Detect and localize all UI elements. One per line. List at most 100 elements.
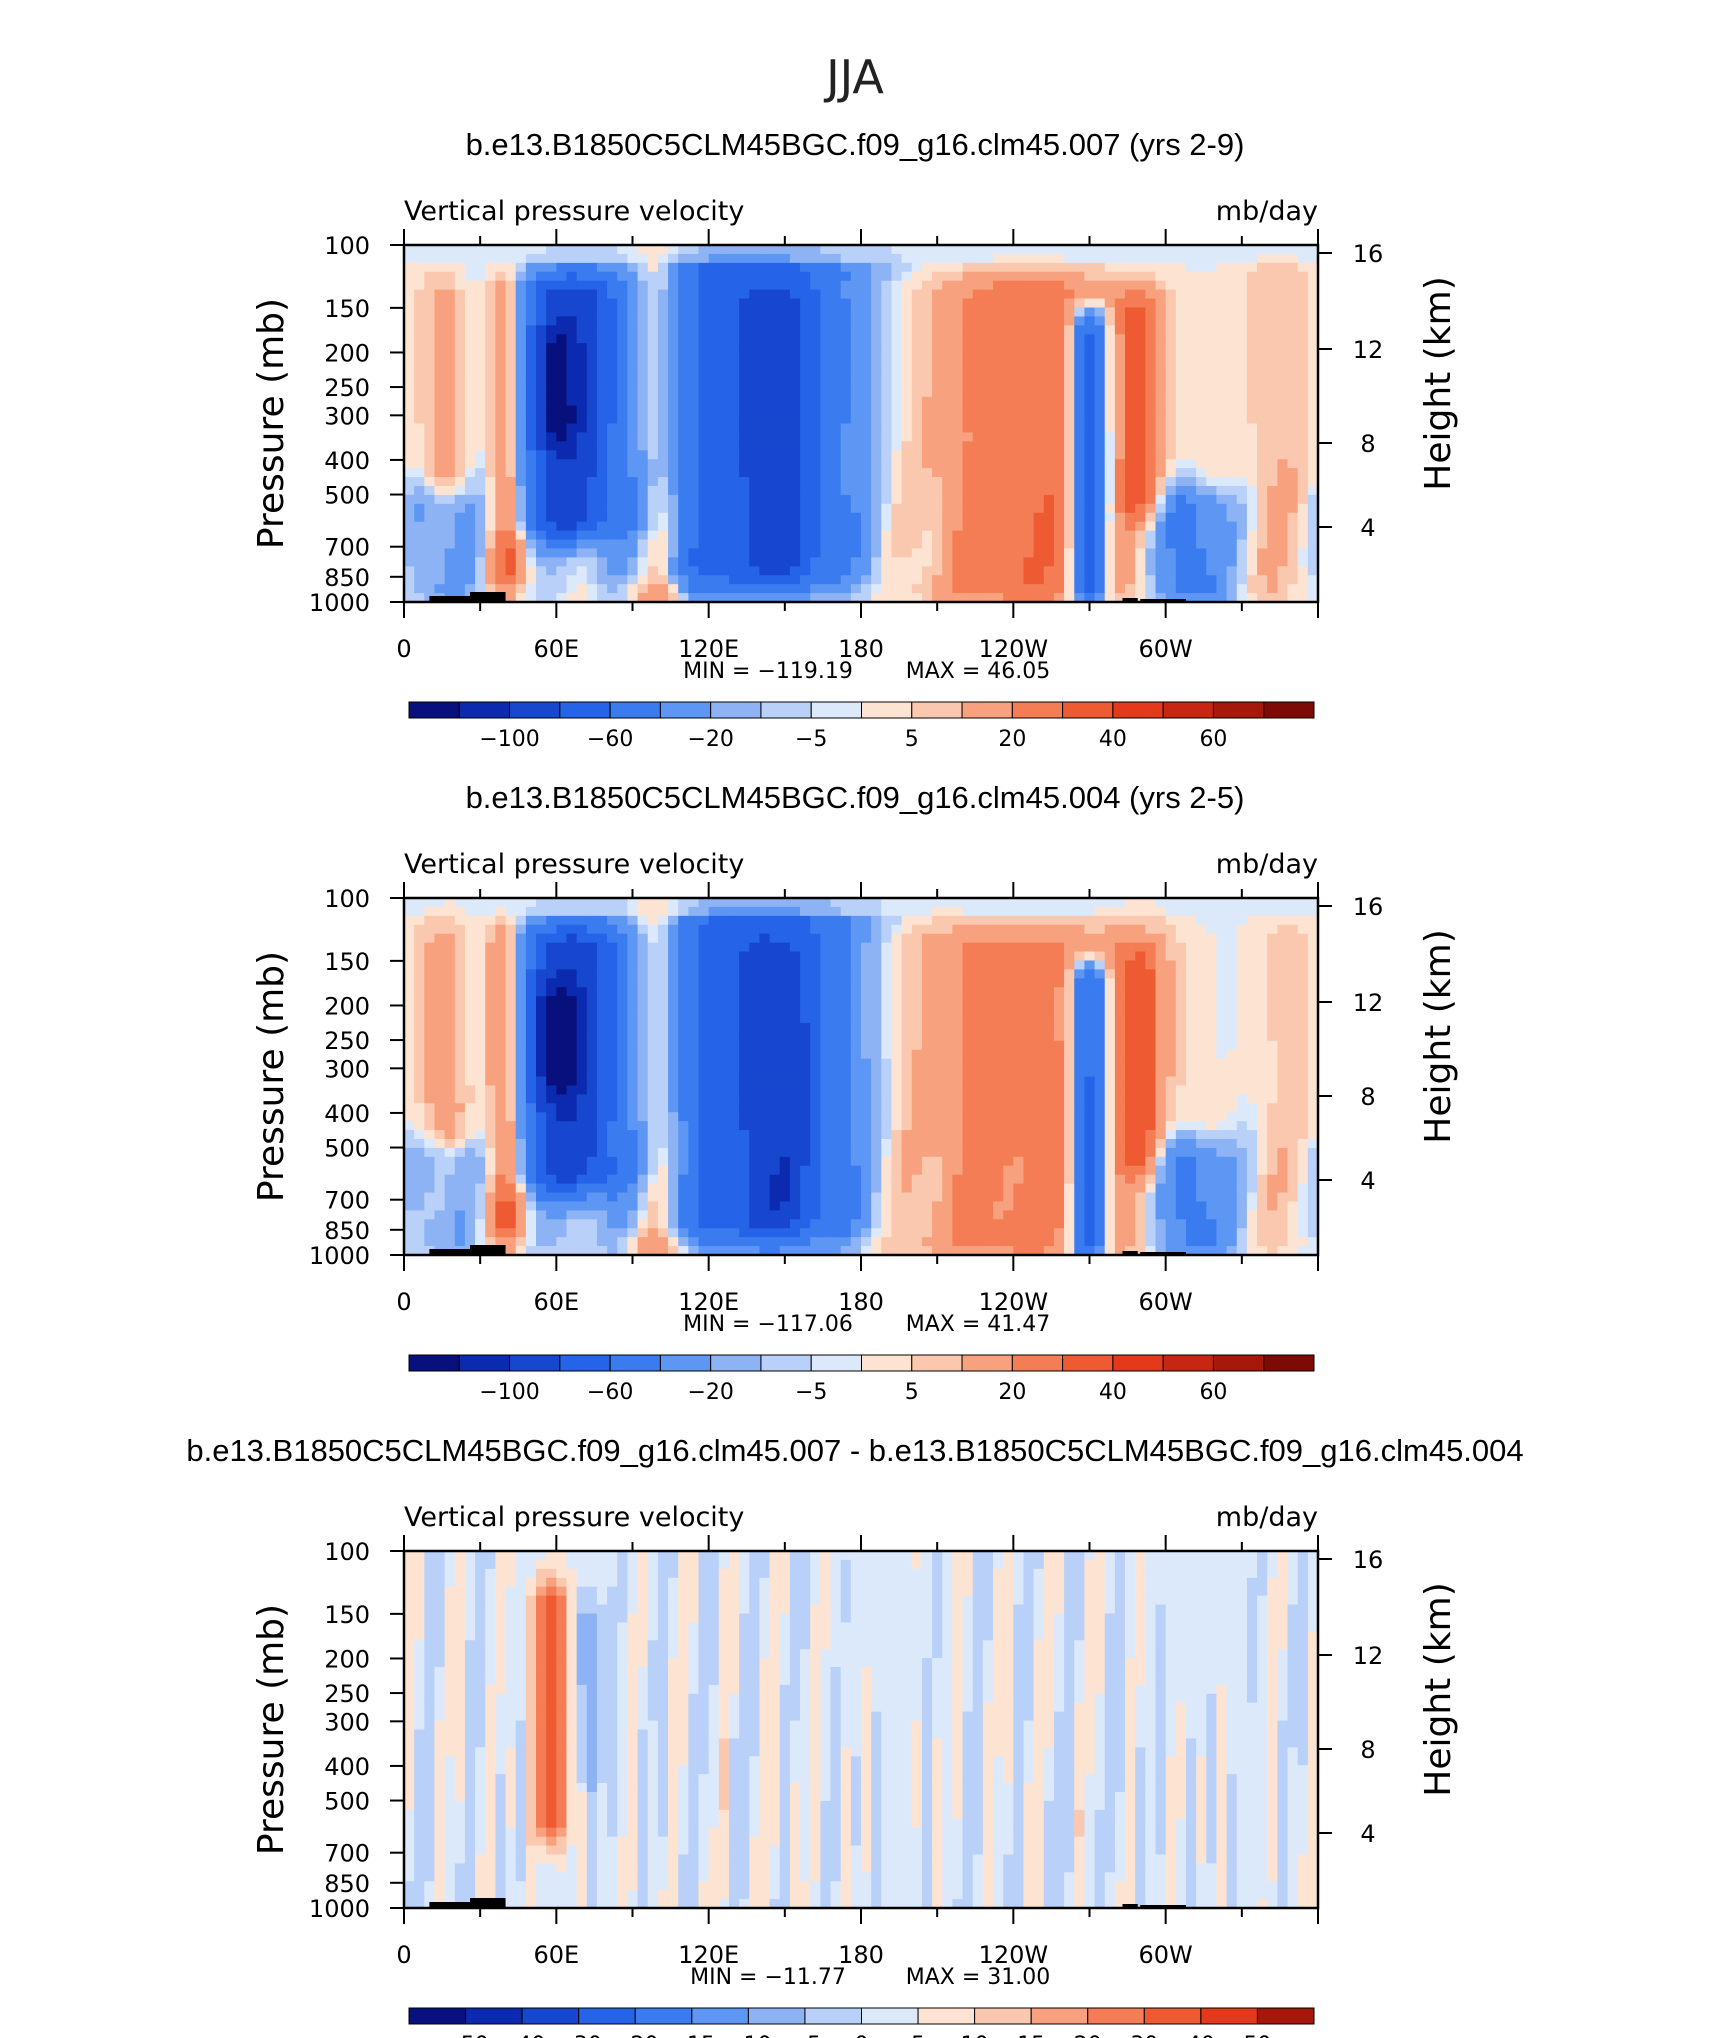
- field-cell: [1287, 280, 1299, 291]
- field-cell: [515, 942, 527, 953]
- field-cell: [1064, 378, 1075, 389]
- field-cell: [647, 1237, 659, 1247]
- field-cell: [647, 530, 659, 541]
- field-cell: [1307, 575, 1318, 585]
- field-cell: [891, 548, 903, 558]
- field-cell: [576, 915, 588, 926]
- field-cell: [800, 477, 811, 487]
- field-cell: [708, 343, 720, 353]
- field-cell: [1267, 459, 1278, 469]
- field-cell: [1155, 566, 1167, 576]
- field-cell: [972, 521, 984, 532]
- field-cell: [993, 245, 1004, 255]
- field-cell: [414, 960, 425, 971]
- field-cell: [1053, 316, 1065, 326]
- field-cell: [1064, 539, 1075, 550]
- field-cell: [779, 396, 791, 407]
- field-cell: [739, 548, 750, 558]
- field-cell: [1206, 548, 1218, 558]
- field-cell: [749, 557, 761, 567]
- field-cell: [444, 1076, 456, 1087]
- field-cell: [475, 450, 486, 460]
- field-cell: [495, 521, 507, 532]
- field-cell: [596, 1147, 608, 1158]
- field-cell: [546, 396, 557, 407]
- field-cell: [414, 1005, 425, 1015]
- field-cell: [404, 280, 415, 291]
- field-cell: [515, 1094, 527, 1104]
- field-cell: [678, 503, 689, 514]
- field-cell: [444, 1228, 456, 1238]
- field-cell: [404, 316, 415, 326]
- field-cell: [932, 334, 943, 344]
- field-cell: [678, 915, 689, 926]
- field-cell: [647, 933, 659, 944]
- field-cell: [525, 494, 537, 505]
- field-cell: [952, 325, 964, 335]
- field-cell: [810, 548, 821, 558]
- field-cell: [1053, 343, 1065, 353]
- field-cell: [464, 951, 476, 962]
- field-cell: [668, 942, 679, 953]
- field-cell: [566, 1058, 578, 1069]
- field-cell: [1267, 369, 1278, 380]
- field-cell: [576, 378, 588, 389]
- field-cell: [769, 485, 781, 496]
- field-cell: [454, 307, 466, 318]
- field-cell: [566, 924, 578, 935]
- field-cell: [505, 1228, 517, 1238]
- field-cell: [454, 1147, 466, 1158]
- field-cell: [800, 289, 811, 300]
- field-cell: [1175, 298, 1187, 309]
- field-cell: [566, 539, 578, 550]
- field-cell: [515, 1174, 527, 1185]
- field-cell: [546, 915, 557, 926]
- field-cell: [454, 915, 466, 926]
- field-cell: [698, 414, 710, 425]
- field-cell: [850, 557, 862, 567]
- field-cell: [668, 253, 679, 264]
- field-cell: [1185, 575, 1197, 585]
- field-cell: [464, 1165, 476, 1176]
- field-cell: [759, 369, 771, 380]
- field-cell: [536, 289, 547, 300]
- field-cell: [566, 1103, 578, 1113]
- field-cell: [475, 361, 486, 371]
- field-cell: [881, 369, 893, 380]
- field-cell: [556, 262, 568, 273]
- field-cell: [708, 1022, 720, 1033]
- field-cell: [982, 405, 994, 416]
- field-cell: [982, 450, 994, 460]
- field-cell: [1145, 378, 1157, 389]
- field-cell: [1165, 405, 1177, 416]
- field-cell: [576, 906, 588, 917]
- field-cell: [952, 396, 964, 407]
- field-cell: [475, 1094, 486, 1104]
- field-cell: [444, 898, 456, 908]
- field-cell: [647, 316, 659, 326]
- field-cell: [1236, 325, 1248, 335]
- field-cell: [566, 584, 578, 594]
- field-cell: [1236, 566, 1248, 576]
- field-cell: [1267, 289, 1278, 300]
- field-cell: [464, 978, 476, 988]
- field-cell: [1145, 485, 1157, 496]
- field-cell: [607, 557, 618, 567]
- field-cell: [566, 378, 578, 389]
- field-cell: [911, 441, 923, 451]
- field-cell: [982, 584, 994, 594]
- field-cell: [1226, 548, 1238, 558]
- field-cell: [596, 1130, 608, 1140]
- field-cell: [779, 253, 791, 264]
- field-cell: [749, 593, 761, 602]
- field-cell: [668, 1201, 679, 1211]
- field-cell: [1104, 262, 1116, 273]
- field-cell: [911, 298, 923, 309]
- field-cell: [1307, 307, 1318, 318]
- field-cell: [1267, 352, 1278, 362]
- field-cell: [698, 1014, 710, 1024]
- field-cell: [1114, 334, 1126, 344]
- field-cell: [1104, 459, 1116, 469]
- field-cell: [607, 494, 618, 505]
- field-cell: [911, 352, 923, 362]
